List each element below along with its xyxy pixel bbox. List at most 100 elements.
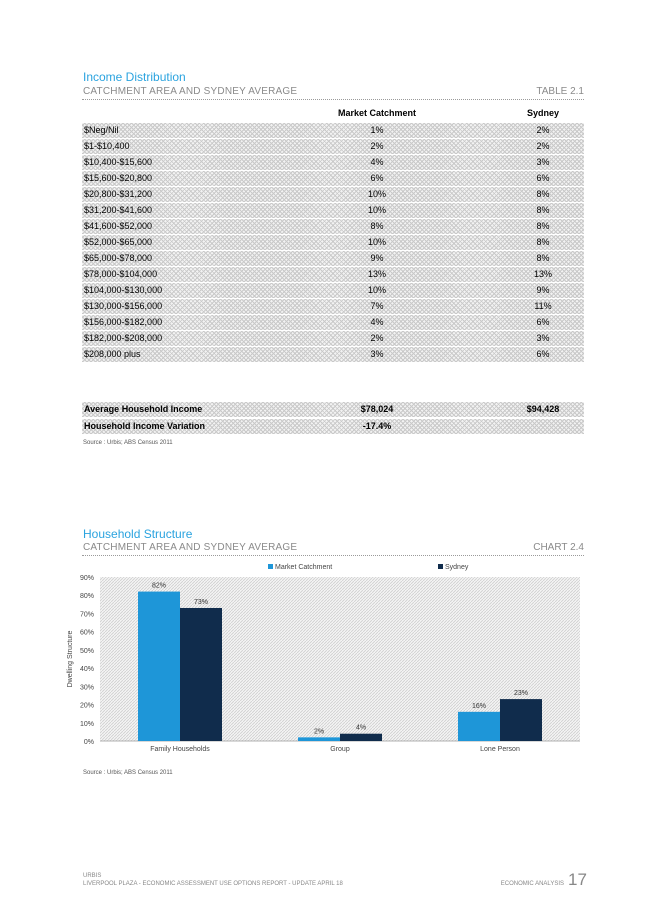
page-number: 17	[568, 870, 587, 889]
row-label: $20,800-$31,200	[84, 189, 153, 199]
table-row: $52,000-$65,000 10% 8%	[82, 235, 584, 250]
sydney-cell: 8%	[536, 221, 550, 231]
bar-sydney	[340, 733, 382, 741]
sydney-cell: 8%	[536, 189, 550, 199]
y-tick-label: 90%	[80, 575, 94, 582]
row-label: $78,000-$104,000	[84, 269, 158, 279]
bar-market-catchment	[298, 737, 340, 741]
sydney-cell: 9%	[536, 285, 550, 295]
table-source: Source : Urbis; ABS Census 2011	[83, 440, 173, 446]
bar-market-catchment	[458, 711, 500, 741]
sydney-cell: 2%	[536, 141, 550, 151]
table-row: $10,400-$15,600 4% 3%	[82, 155, 584, 170]
chart-tag: CHART 2.4	[533, 542, 584, 553]
section-subtitle-income: CATCHMENT AREA AND SYDNEY AVERAGE	[83, 86, 298, 97]
market-catchment-cell: 2%	[370, 333, 384, 343]
y-tick-label: 50%	[80, 648, 94, 655]
sydney-cell: 8%	[536, 205, 550, 215]
table-row: $15,600-$20,800 6% 6%	[82, 171, 584, 186]
data-label: 73%	[194, 599, 208, 606]
table-row: $41,600-$52,000 8% 8%	[82, 219, 584, 234]
market-catchment-cell: Market Catchment	[337, 108, 417, 118]
row-label: $52,000-$65,000	[84, 237, 153, 247]
x-tick-label: Lone Person	[480, 746, 520, 753]
market-catchment-cell: 7%	[370, 301, 384, 311]
section-subtitle-household: CATCHMENT AREA AND SYDNEY AVERAGE	[83, 542, 298, 553]
table-row: $78,000-$104,000 13% 13%	[82, 267, 584, 282]
table-row: $182,000-$208,000 2% 3%	[82, 331, 584, 346]
market-catchment-cell: 13%	[367, 269, 386, 279]
row-label: $65,000-$78,000	[84, 253, 153, 263]
row-label: $182,000-$208,000	[84, 333, 163, 343]
sydney-cell: Sydney	[526, 108, 559, 118]
row-label: Household Income Variation	[84, 421, 206, 431]
row-label: $Neg/Nil	[84, 125, 119, 135]
bar-sydney	[500, 699, 542, 741]
section-title-income: Income Distribution	[83, 70, 186, 84]
sydney-cell: 2%	[536, 125, 550, 135]
table-row: $31,200-$41,600 10% 8%	[82, 203, 584, 218]
table-row: Average Household Income $78,024 $94,428	[82, 402, 584, 417]
y-tick-label: 40%	[80, 666, 94, 673]
y-tick-label: 30%	[80, 684, 94, 691]
market-catchment-cell: $78,024	[360, 404, 394, 414]
row-label: $208,000 plus	[84, 349, 141, 359]
sydney-cell: 8%	[536, 237, 550, 247]
y-tick-label: 60%	[80, 630, 94, 637]
table-row: $130,000-$156,000 7% 11%	[82, 299, 584, 314]
sydney-cell: 8%	[536, 253, 550, 263]
y-axis-label: Dwelling Structure	[67, 630, 74, 687]
section-rule	[82, 555, 584, 556]
footer-company: URBIS	[83, 873, 102, 879]
market-catchment-cell: 9%	[370, 253, 384, 263]
table-row: $Neg/Nil 1% 2%	[82, 123, 584, 138]
market-catchment-cell: 10%	[367, 237, 386, 247]
market-catchment-cell: 1%	[370, 125, 384, 135]
table-header-row: Market Catchment Sydney	[82, 106, 584, 121]
sydney-cell: 6%	[536, 173, 550, 183]
market-catchment-cell: 10%	[367, 205, 386, 215]
sydney-cell: $94,428	[526, 404, 560, 414]
market-catchment-cell: 10%	[367, 285, 386, 295]
market-catchment-cell: 6%	[370, 173, 384, 183]
data-label: 23%	[514, 690, 528, 697]
table-row: Household Income Variation -17.4%	[82, 419, 584, 434]
household-structure-chart: 0% 10% 20% 30% 40% 50% 60% 70% 80% 90% Dwelling St…	[67, 564, 580, 753]
row-label: $156,000-$182,000	[84, 317, 163, 327]
footer-section: ECONOMIC ANALYSIS	[500, 881, 564, 887]
sydney-cell: 3%	[536, 333, 550, 343]
table-row: $156,000-$182,000 4% 6%	[82, 315, 584, 330]
table-row: $65,000-$78,000 9% 8%	[82, 251, 584, 266]
row-label: $15,600-$20,800	[84, 173, 153, 183]
section-rule	[82, 99, 584, 100]
table-row: $104,000-$130,000 10% 9%	[82, 283, 584, 298]
legend-entry: Market Catchment	[275, 564, 332, 571]
legend-swatch	[438, 564, 443, 569]
row-label: $130,000-$156,000	[84, 301, 163, 311]
bar-market-catchment	[138, 591, 180, 741]
x-tick-label: Family Households	[150, 746, 210, 753]
section-title-household: Household Structure	[83, 527, 193, 541]
sydney-cell: 11%	[534, 301, 552, 311]
legend-swatch	[268, 564, 273, 569]
sydney-cell: 6%	[536, 317, 550, 327]
market-catchment-cell: 10%	[367, 189, 386, 199]
y-tick-label: 0%	[84, 739, 94, 746]
data-label: 16%	[472, 703, 486, 710]
row-label: Average Household Income	[84, 404, 203, 414]
y-tick-label: 80%	[80, 593, 94, 600]
legend-entry: Sydney	[445, 564, 469, 571]
row-label: $1-$10,400	[84, 141, 130, 151]
row-label: $41,600-$52,000	[84, 221, 153, 231]
sydney-cell: 3%	[536, 157, 550, 167]
y-tick-label: 70%	[80, 611, 94, 618]
footer-report-name: LIVERPOOL PLAZA - ECONOMIC ASSESSMENT US…	[83, 881, 343, 887]
table-tag: TABLE 2.1	[536, 86, 584, 97]
table-row: $20,800-$31,200 10% 8%	[82, 187, 584, 202]
sydney-cell: 6%	[536, 349, 550, 359]
y-tick-label: 10%	[80, 721, 94, 728]
sydney-cell: 13%	[533, 269, 552, 279]
bar-sydney	[180, 607, 222, 741]
y-tick-label: 20%	[80, 703, 94, 710]
data-label: 82%	[152, 583, 166, 590]
